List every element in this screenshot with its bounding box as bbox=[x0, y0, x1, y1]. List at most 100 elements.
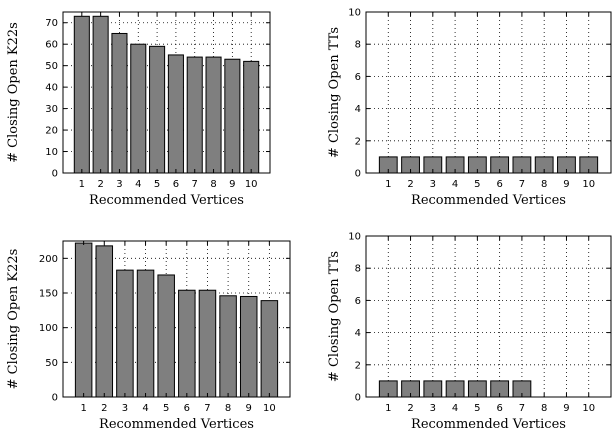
x-tick-label: 8 bbox=[210, 179, 216, 190]
y-tick-label: 2 bbox=[355, 136, 361, 147]
x-tick-label: 2 bbox=[97, 179, 103, 190]
y-tick-label: 0 bbox=[355, 393, 361, 404]
y-tick-label: 10 bbox=[348, 8, 361, 19]
x-tick-label: 2 bbox=[407, 179, 413, 190]
x-axis-label: Recommended Vertices bbox=[89, 193, 244, 208]
bar-1 bbox=[74, 242, 93, 398]
x-tick-label: 9 bbox=[229, 179, 235, 190]
x-tick-label: 7 bbox=[204, 403, 210, 414]
x-tick-label: 10 bbox=[582, 179, 595, 190]
bar-2 bbox=[92, 15, 109, 174]
bar-5 bbox=[149, 45, 166, 174]
bar-9 bbox=[239, 295, 258, 398]
x-tick-label: 4 bbox=[135, 179, 141, 190]
bar-1 bbox=[73, 15, 90, 174]
x-tick-label: 1 bbox=[80, 403, 86, 414]
x-tick-label: 1 bbox=[385, 403, 391, 414]
x-tick-label: 7 bbox=[519, 179, 525, 190]
y-tick-label: 8 bbox=[355, 40, 361, 51]
x-tick-label: 3 bbox=[116, 179, 122, 190]
x-tick-label: 1 bbox=[385, 179, 391, 190]
bar-2 bbox=[95, 245, 114, 398]
y-axis-label: # Closing Open TTs bbox=[327, 27, 342, 158]
bar-6 bbox=[178, 289, 196, 398]
bar-8 bbox=[205, 56, 222, 174]
y-tick-label: 8 bbox=[355, 264, 361, 275]
y-tick-label: 60 bbox=[45, 40, 58, 51]
y-tick-label: 6 bbox=[355, 72, 361, 83]
x-tick-label: 8 bbox=[225, 403, 231, 414]
y-tick-label: 6 bbox=[355, 296, 361, 307]
y-tick-label: 100 bbox=[39, 323, 58, 334]
chart-bottom-left-k22s: 0 50 100 150 200 1 2 3 4 5 6 7 8 9 10 Recommended Verti… bbox=[6, 240, 291, 431]
y-tick-label: 30 bbox=[45, 104, 58, 115]
x-tick-label: 10 bbox=[582, 403, 595, 414]
x-tick-label: 10 bbox=[245, 179, 258, 190]
x-tick-label: 9 bbox=[563, 179, 569, 190]
y-tick-label: 4 bbox=[355, 328, 361, 339]
x-tick-label: 5 bbox=[163, 403, 169, 414]
x-tick-label: 6 bbox=[496, 403, 502, 414]
y-tick-label: 50 bbox=[45, 61, 58, 72]
bar-9 bbox=[224, 58, 241, 174]
bar-5 bbox=[157, 274, 175, 398]
bar-6 bbox=[167, 54, 184, 174]
x-tick-label: 6 bbox=[496, 179, 502, 190]
x-tick-label: 9 bbox=[246, 403, 252, 414]
y-tick-label: 70 bbox=[45, 18, 58, 29]
bar-10 bbox=[243, 60, 260, 174]
y-tick-label: 50 bbox=[45, 358, 58, 369]
y-axis-label: # Closing Open K22s bbox=[6, 249, 21, 390]
y-axis-label: # Closing Open K22s bbox=[6, 22, 21, 163]
bar-10 bbox=[260, 300, 279, 398]
x-axis-label: Recommended Vertices bbox=[99, 417, 254, 431]
plot-frame bbox=[365, 11, 612, 174]
x-tick-label: 4 bbox=[452, 403, 458, 414]
y-tick-label: 200 bbox=[39, 254, 58, 265]
y-tick-label: 40 bbox=[45, 83, 58, 94]
y-tick-label: 10 bbox=[348, 232, 361, 243]
y-tick-label: 0 bbox=[355, 169, 361, 180]
y-tick-label: 10 bbox=[45, 147, 58, 158]
y-tick-label: 20 bbox=[45, 126, 58, 137]
bar-7 bbox=[186, 56, 203, 174]
x-tick-label: 7 bbox=[519, 403, 525, 414]
x-tick-label: 10 bbox=[263, 403, 276, 414]
bar-3 bbox=[111, 32, 128, 174]
x-tick-label: 4 bbox=[142, 403, 148, 414]
x-tick-label: 6 bbox=[184, 403, 190, 414]
x-tick-label: 2 bbox=[407, 403, 413, 414]
x-tick-label: 5 bbox=[474, 179, 480, 190]
plot-frame bbox=[365, 235, 612, 398]
bar-8 bbox=[219, 295, 237, 398]
x-tick-label: 5 bbox=[154, 179, 160, 190]
bar-4 bbox=[136, 269, 155, 398]
y-tick-label: 150 bbox=[39, 289, 58, 300]
x-tick-label: 7 bbox=[192, 179, 198, 190]
x-tick-label: 3 bbox=[430, 179, 436, 190]
x-tick-label: 3 bbox=[430, 403, 436, 414]
bar-7 bbox=[198, 289, 217, 398]
x-tick-label: 4 bbox=[452, 179, 458, 190]
x-tick-label: 2 bbox=[101, 403, 107, 414]
y-tick-label: 2 bbox=[355, 360, 361, 371]
x-tick-label: 8 bbox=[541, 403, 547, 414]
x-tick-label: 9 bbox=[563, 403, 569, 414]
plot-frame bbox=[62, 240, 291, 398]
y-tick-label: 4 bbox=[355, 104, 361, 115]
bar-3 bbox=[116, 269, 134, 398]
x-tick-label: 1 bbox=[79, 179, 85, 190]
x-axis-label: Recommended Vertices bbox=[411, 417, 566, 431]
x-tick-label: 6 bbox=[173, 179, 179, 190]
x-tick-label: 3 bbox=[122, 403, 128, 414]
x-tick-label: 8 bbox=[541, 179, 547, 190]
bar-4 bbox=[130, 43, 147, 174]
y-tick-label: 0 bbox=[52, 169, 58, 180]
y-axis-label: # Closing Open TTs bbox=[327, 251, 342, 382]
plot-frame bbox=[62, 11, 271, 174]
x-tick-label: 5 bbox=[474, 403, 480, 414]
